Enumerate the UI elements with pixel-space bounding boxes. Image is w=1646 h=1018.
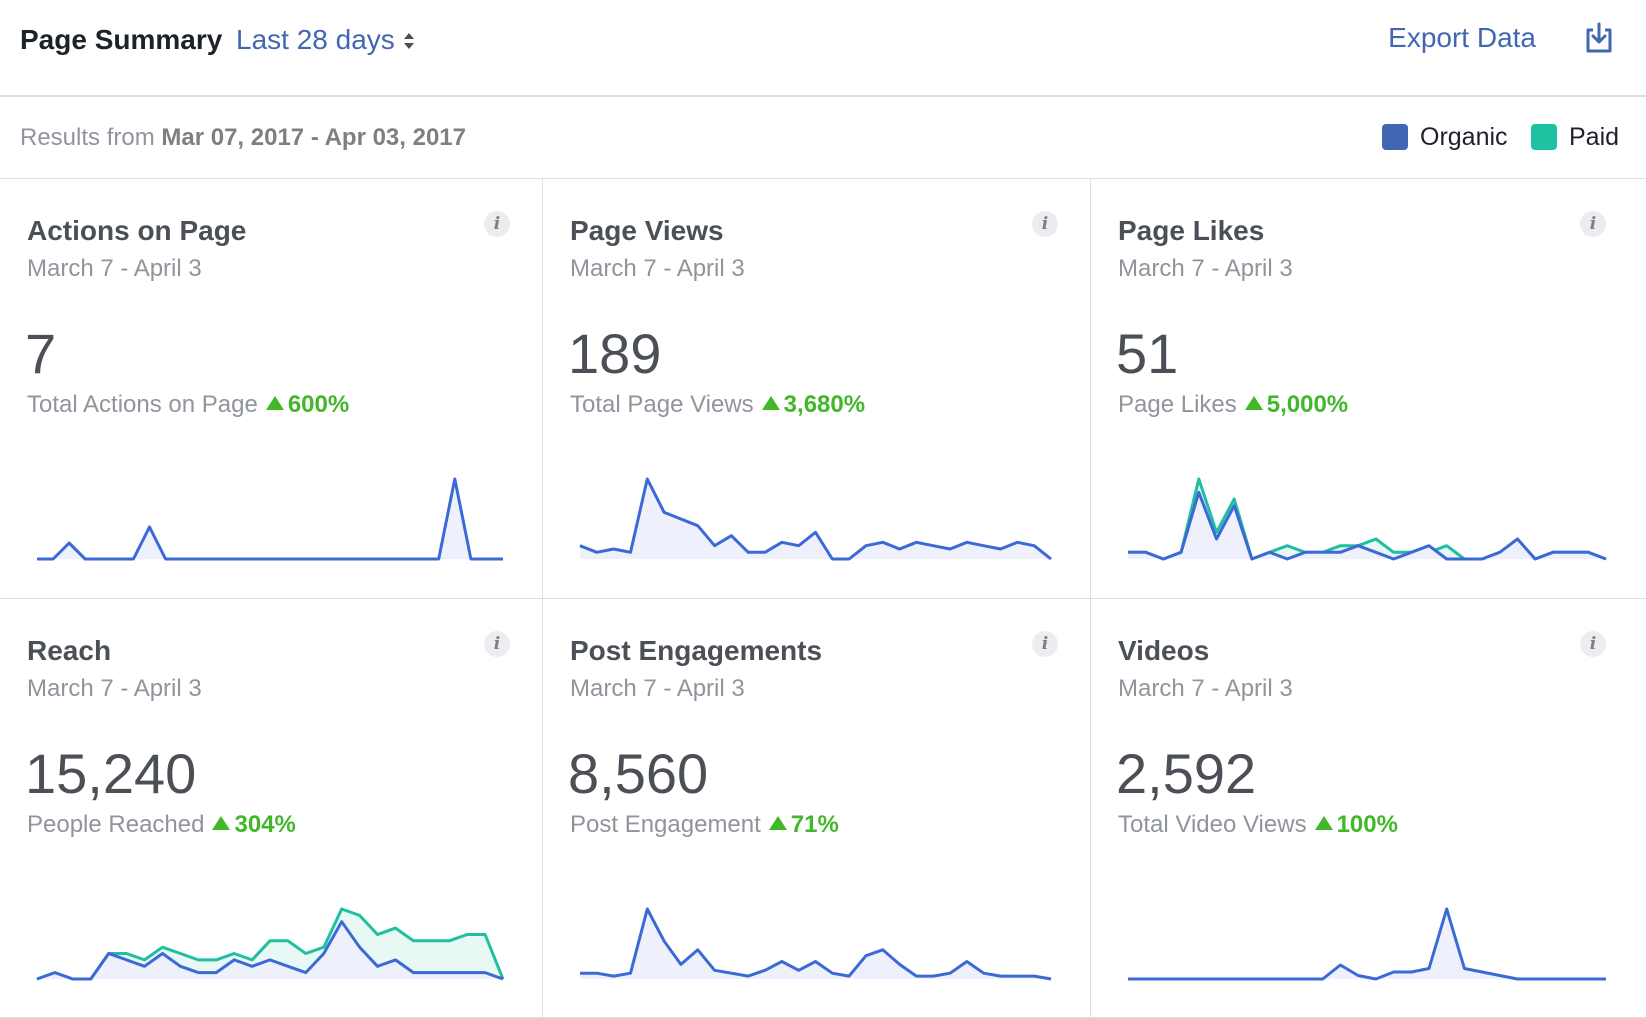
- card-date-range: March 7 - April 3: [27, 255, 202, 282]
- metric-label: People Reached: [27, 811, 205, 838]
- card-reach[interactable]: Reach March 7 - April 3 i 15,240 People Reac…: [0, 599, 543, 1018]
- change-percent: 600%: [287, 391, 350, 418]
- organic-area: [1128, 909, 1606, 979]
- card-value: 7: [25, 322, 57, 385]
- card-value: 51: [1116, 322, 1179, 385]
- organic-swatch: [1382, 124, 1408, 150]
- card-date-range: March 7 - April 3: [570, 675, 745, 702]
- organic-series-line: [37, 477, 503, 561]
- organic-series-line: [1128, 907, 1606, 981]
- organic-series-line: [1128, 490, 1607, 561]
- sparkline-chart: [1128, 477, 1607, 561]
- metric-label: Total Page Views: [570, 391, 754, 418]
- card-actions-on-page[interactable]: Actions on Page March 7 - April 3 i 7 Total …: [0, 179, 543, 599]
- legend-paid-label: Paid: [1569, 123, 1620, 151]
- card-title: Actions on Page: [27, 215, 247, 246]
- organic-area: [37, 479, 503, 559]
- info-icon[interactable]: i: [1580, 631, 1606, 657]
- organic-series-line: [36, 920, 504, 981]
- change-percent: 304%: [234, 811, 296, 838]
- results-prefix: Results from: [20, 124, 155, 151]
- info-icon[interactable]: i: [484, 211, 510, 237]
- metric-label: Total Video Views: [1118, 811, 1307, 838]
- info-icon[interactable]: i: [1032, 631, 1058, 657]
- card-metric: Total Video Views 100%: [1118, 811, 1398, 839]
- card-title: Reach: [27, 635, 112, 666]
- date-range-label: Last 28 days: [236, 24, 395, 55]
- organic-area: [580, 479, 1051, 559]
- card-videos[interactable]: Videos March 7 - April 3 i 2,592 Total Video…: [1091, 599, 1646, 1018]
- card-post-engagements[interactable]: Post Engagements March 7 - April 3 i 8,560 P…: [543, 599, 1091, 1018]
- card-value: 189: [568, 322, 662, 385]
- legend-organic: Organic: [1382, 123, 1508, 152]
- info-icon[interactable]: i: [1032, 211, 1058, 237]
- trend-up-icon: [768, 816, 787, 830]
- results-date-range: Mar 07, 2017 - Apr 03, 2017: [161, 124, 467, 151]
- sparkline-chart: [580, 907, 1052, 981]
- card-date-range: March 7 - April 3: [27, 675, 202, 702]
- page-title: Page Summary: [20, 24, 223, 55]
- card-metric: Page Likes 5,000%: [1118, 391, 1348, 419]
- paid-series-line: [36, 907, 505, 981]
- metric-label: Post Engagement: [570, 811, 761, 838]
- card-title: Videos: [1118, 635, 1210, 666]
- change-percent: 71%: [790, 811, 839, 838]
- sparkline-chart: [1128, 907, 1606, 981]
- card-value: 2,592: [1116, 742, 1257, 805]
- card-value: 15,240: [25, 742, 197, 805]
- organic-series-line: [579, 477, 1052, 561]
- card-title: Page Views: [570, 215, 724, 246]
- change-percent: 100%: [1336, 811, 1398, 838]
- sparkline-chart: [37, 477, 503, 561]
- card-page-views[interactable]: Page Views March 7 - April 3 i 189 Total Pag…: [543, 179, 1091, 599]
- card-value: 8,560: [568, 742, 709, 805]
- export-data-button[interactable]: Export Data: [1388, 22, 1536, 53]
- metric-label: Total Actions on Page: [27, 391, 258, 418]
- results-range-text: Results from Mar 07, 2017 - Apr 03, 2017: [20, 124, 466, 152]
- trend-up-icon: [761, 396, 780, 410]
- card-title: Page Likes: [1118, 215, 1265, 246]
- trend-up-icon: [1244, 396, 1263, 410]
- card-date-range: March 7 - April 3: [570, 255, 745, 282]
- paid-swatch: [1531, 124, 1557, 150]
- sparkline-chart: [36, 907, 505, 981]
- info-icon[interactable]: i: [484, 631, 510, 657]
- sparkline-chart: [579, 477, 1052, 561]
- card-metric: Post Engagement 71%: [570, 811, 839, 839]
- change-percent: 3,680%: [783, 391, 866, 418]
- card-metric: Total Actions on Page 600%: [27, 391, 349, 419]
- card-date-range: March 7 - April 3: [1118, 675, 1293, 702]
- summary-grid: Actions on Page March 7 - April 3 i 7 Total …: [0, 179, 1646, 1018]
- legend-organic-label: Organic: [1420, 123, 1508, 151]
- info-icon[interactable]: i: [1580, 211, 1606, 237]
- card-metric: People Reached 304%: [27, 811, 296, 839]
- legend-paid: Paid: [1531, 123, 1619, 152]
- export-download-icon[interactable]: [1584, 22, 1614, 54]
- card-title: Post Engagements: [570, 635, 823, 666]
- sort-updown-icon: [403, 33, 414, 49]
- card-metric: Total Page Views 3,680%: [570, 391, 865, 419]
- trend-up-icon: [212, 816, 231, 830]
- metric-label: Page Likes: [1118, 391, 1237, 418]
- organic-series-line: [580, 907, 1052, 981]
- trend-up-icon: [265, 396, 284, 410]
- organic-area: [580, 909, 1051, 979]
- change-percent: 5,000%: [1266, 391, 1349, 418]
- card-date-range: March 7 - April 3: [1118, 255, 1293, 282]
- page-summary-header: Page Summary Last 28 days Export Data: [0, 0, 1646, 97]
- card-page-likes[interactable]: Page Likes March 7 - April 3 i 51 Page Likes…: [1091, 179, 1646, 599]
- trend-up-icon: [1314, 816, 1333, 830]
- results-bar: Results from Mar 07, 2017 - Apr 03, 2017…: [0, 97, 1646, 179]
- date-range-selector[interactable]: Last 28 days: [236, 24, 415, 56]
